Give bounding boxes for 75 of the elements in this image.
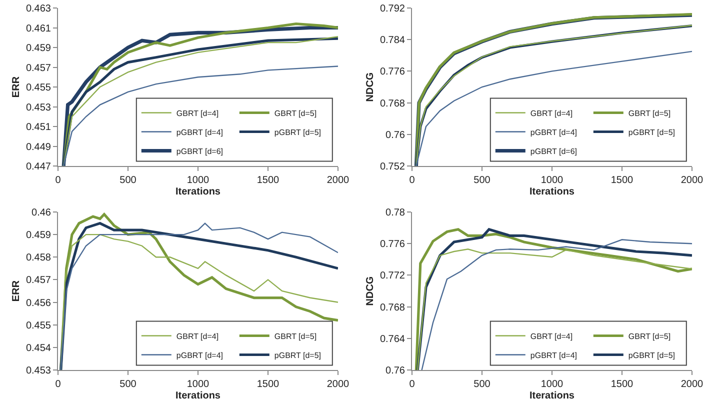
legend-label: pGBRT [d=5] <box>628 128 676 137</box>
y-tick-label: 0.455 <box>26 82 52 94</box>
legend-label: GBRT [d=4] <box>530 108 573 118</box>
y-tick-label: 0.457 <box>26 275 52 286</box>
y-tick-label: 0.459 <box>26 230 52 242</box>
legend-label: GBRT [d=5] <box>274 332 317 341</box>
legend-label: GBRT [d=5] <box>274 108 317 118</box>
y-tick-label: 0.459 <box>26 43 52 54</box>
x-axis-title: Iterations <box>175 186 221 198</box>
y-tick-label: 0.46 <box>32 208 52 218</box>
x-axis-title: Iterations <box>529 390 575 402</box>
x-tick-label: 2000 <box>680 175 704 186</box>
x-tick-label: 0 <box>55 379 62 390</box>
y-tick-label: 0.768 <box>380 98 406 110</box>
x-axis-title: Iterations <box>175 390 221 402</box>
x-tick-label: 2000 <box>326 379 350 390</box>
x-tick-label: 1500 <box>610 379 634 390</box>
x-tick-label: 1500 <box>610 175 634 186</box>
legend-label: pGBRT [d=6] <box>176 146 224 156</box>
y-tick-label: 0.453 <box>26 366 52 376</box>
y-tick-label: 0.78 <box>386 208 406 218</box>
x-tick-label: 1000 <box>540 175 564 186</box>
legend-label: pGBRT [d=5] <box>274 350 322 360</box>
x-tick-label: 0 <box>55 175 62 186</box>
y-axis-title: NDCG <box>364 72 376 102</box>
x-tick-label: 500 <box>474 175 491 186</box>
y-tick-label: 0.456 <box>26 298 52 309</box>
x-tick-label: 500 <box>474 379 491 390</box>
legend-label: GBRT [d=5] <box>628 332 671 341</box>
x-axis-title: Iterations <box>529 186 575 198</box>
y-tick-label: 0.792 <box>380 4 406 14</box>
x-tick-label: 1000 <box>186 175 210 186</box>
legend-label: pGBRT [d=4] <box>176 350 224 360</box>
x-tick-label: 1000 <box>186 379 210 390</box>
x-tick-label: 500 <box>120 175 137 186</box>
x-tick-label: 1000 <box>540 379 564 390</box>
y-tick-label: 0.764 <box>380 334 406 345</box>
legend-label: GBRT [d=5] <box>628 108 671 118</box>
y-tick-label: 0.457 <box>26 62 52 74</box>
legend-label: pGBRT [d=5] <box>274 128 322 137</box>
y-tick-label: 0.76 <box>386 366 406 376</box>
y-tick-label: 0.772 <box>380 270 406 282</box>
legend-label: pGBRT [d=6] <box>530 146 578 156</box>
y-tick-label: 0.454 <box>26 342 52 354</box>
legend-label: GBRT [d=4] <box>176 332 219 341</box>
y-tick-label: 0.776 <box>380 66 406 78</box>
y-tick-label: 0.458 <box>26 252 52 264</box>
y-tick-label: 0.453 <box>26 102 52 114</box>
x-tick-label: 0 <box>409 379 416 390</box>
y-axis-title: ERR <box>10 280 22 302</box>
x-tick-label: 1500 <box>256 379 280 390</box>
y-tick-label: 0.776 <box>380 239 406 250</box>
y-tick-label: 0.76 <box>386 130 406 141</box>
y-tick-label: 0.463 <box>26 4 52 14</box>
x-tick-label: 2000 <box>326 175 350 186</box>
legend-label: GBRT [d=4] <box>176 108 219 118</box>
y-tick-label: 0.455 <box>26 320 52 332</box>
x-tick-label: 2000 <box>680 379 704 390</box>
y-tick-label: 0.451 <box>26 122 52 133</box>
y-tick-label: 0.768 <box>380 302 406 314</box>
x-tick-label: 1500 <box>256 175 280 186</box>
legend-label: pGBRT [d=5] <box>628 350 676 360</box>
y-tick-label: 0.784 <box>380 35 406 46</box>
y-tick-label: 0.447 <box>26 162 52 172</box>
y-tick-label: 0.449 <box>26 142 52 153</box>
y-axis-title: ERR <box>10 76 22 98</box>
y-tick-label: 0.752 <box>380 162 406 172</box>
legend-label: GBRT [d=4] <box>530 332 573 341</box>
legend-label: pGBRT [d=4] <box>530 350 578 360</box>
legend-label: pGBRT [d=4] <box>176 128 224 137</box>
legend-label: pGBRT [d=4] <box>530 128 578 137</box>
y-axis-title: NDCG <box>364 276 376 306</box>
x-tick-label: 0 <box>409 175 416 186</box>
x-tick-label: 500 <box>120 379 137 390</box>
y-tick-label: 0.461 <box>26 23 52 34</box>
